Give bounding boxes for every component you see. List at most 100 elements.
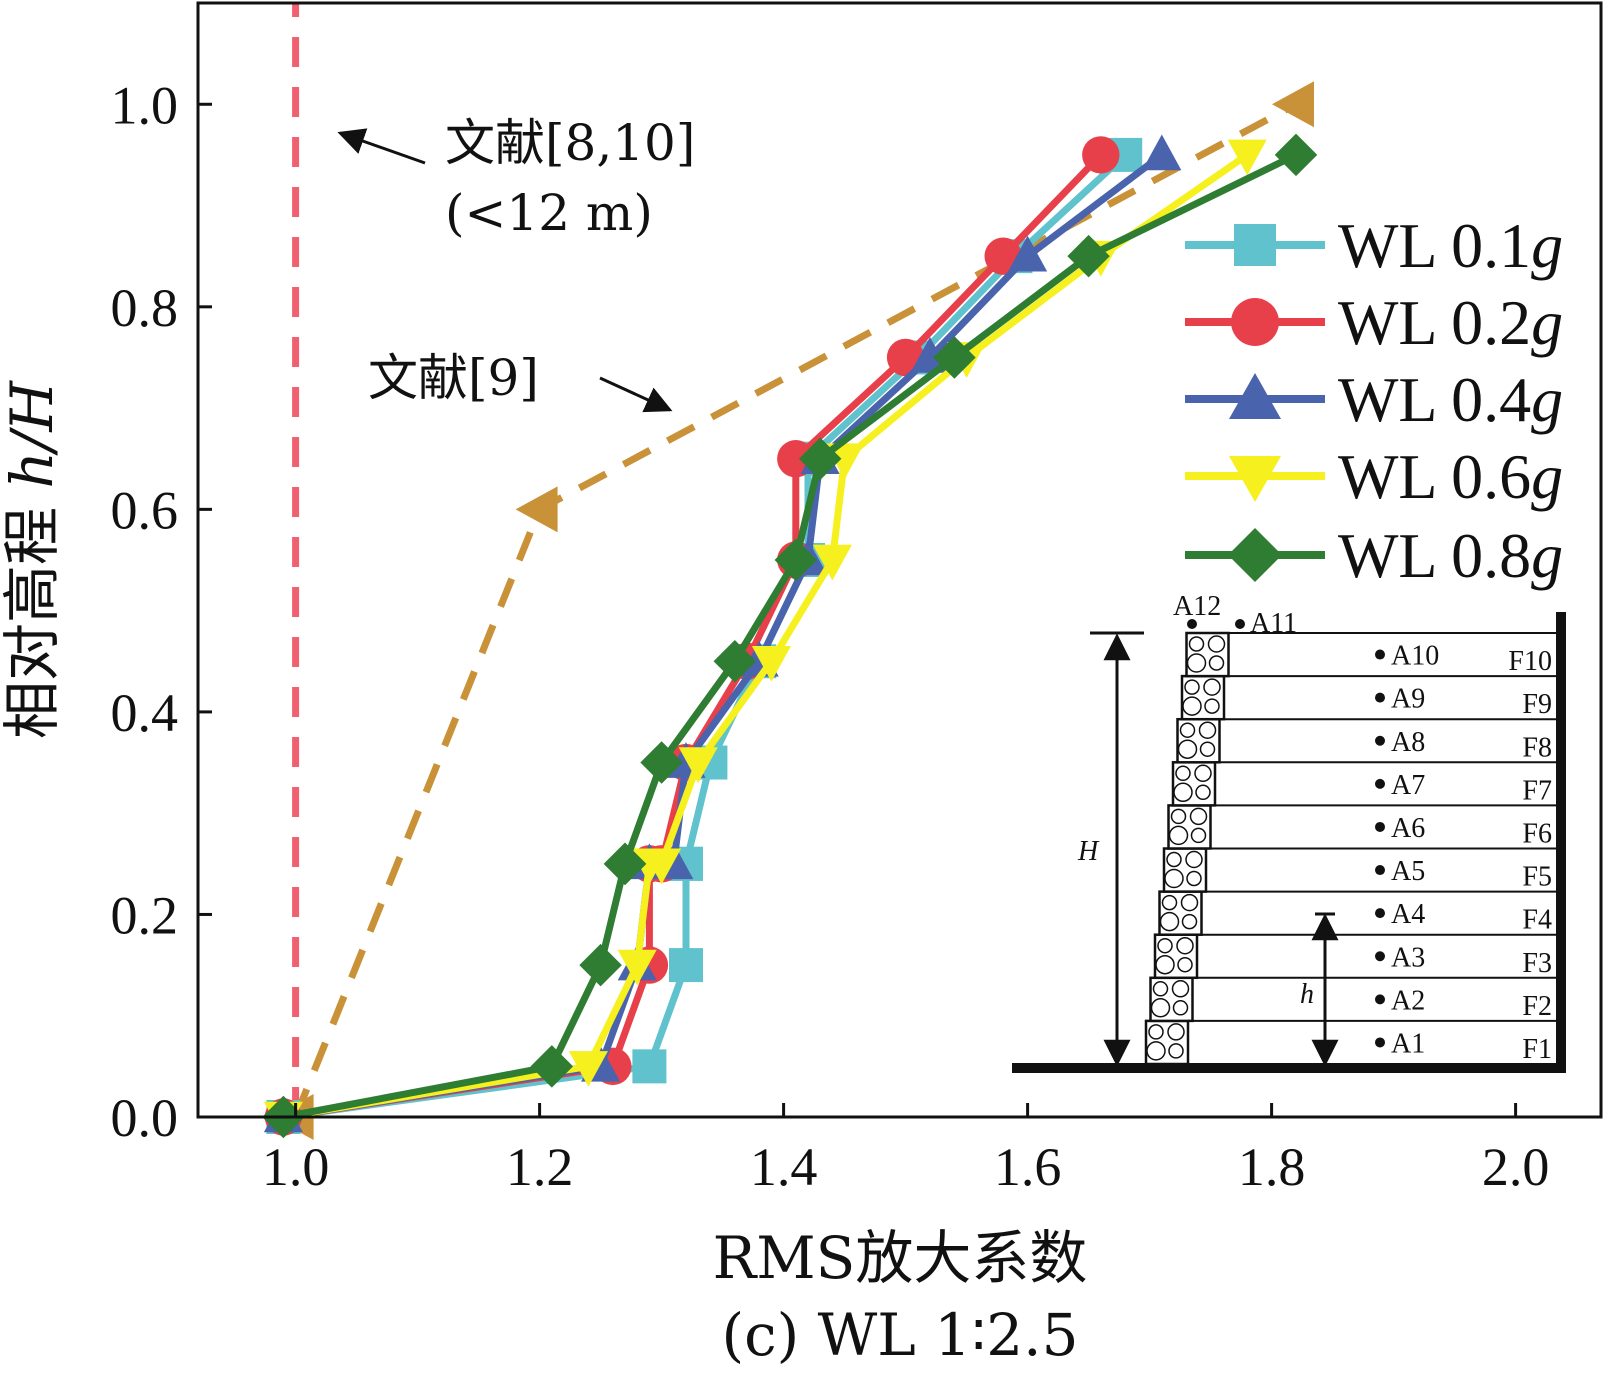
y-tick-label: 1.0 (111, 75, 179, 135)
reference-ref9-point (1272, 81, 1314, 128)
inset-accelerometer-dot (1375, 649, 1385, 660)
svg-text:WL 0.2g: WL 0.2g (1338, 287, 1563, 358)
y-tick-label: 0.0 (111, 1088, 179, 1148)
inset-rubble-stone (1152, 981, 1169, 997)
y-tick-label: 0.2 (111, 885, 179, 945)
inset-accelerometer-label: A5 (1391, 856, 1425, 887)
data-point (798, 437, 842, 480)
series-wl-0-1g (266, 137, 1143, 1134)
inset-rubble-stone (1185, 850, 1203, 869)
data-point (774, 538, 818, 582)
inset-layer-label: F10 (1508, 646, 1552, 677)
inset-block-stack (1144, 631, 1230, 1066)
data-point (568, 1051, 608, 1087)
inset-accelerometer-dot (1375, 692, 1385, 703)
inset-accelerometer-label: A2 (1391, 985, 1425, 1016)
data-point (1067, 234, 1110, 278)
inset-rubble-stone (1208, 655, 1225, 671)
data-point (669, 948, 703, 983)
y-axis-title: 相对高程 h/H (0, 380, 66, 739)
x-tick-label: 2.0 (1482, 1137, 1550, 1197)
inset-rubble-stone (1175, 765, 1191, 782)
inset-accelerometer-label: A9 (1391, 684, 1425, 715)
inset-rubble-stone (1199, 741, 1216, 757)
inset-rubble-stone (1180, 893, 1199, 912)
inset-rubble-stone (1168, 1043, 1184, 1059)
annotation-ref9: 文献[9] (368, 349, 673, 413)
inset-layer-label: F7 (1522, 775, 1552, 806)
inset-accelerometer-label: A12 (1173, 591, 1221, 622)
plot-frame (196, 1, 1603, 1119)
x-tick-label: 1.2 (506, 1137, 574, 1197)
svg-text:WL 0.6g: WL 0.6g (1338, 441, 1563, 512)
inset-layer-label: F9 (1522, 689, 1552, 720)
inset-rubble-stone (1168, 825, 1189, 846)
inset-layer-label: F1 (1522, 1034, 1552, 1065)
inset-accelerometer-label: A11 (1250, 608, 1297, 639)
inset-accelerometer-dot (1187, 619, 1197, 629)
series-wl-0-4g (263, 134, 1182, 1133)
inset-accelerometer-label: A10 (1391, 641, 1439, 672)
inset-rubble-stone (1179, 722, 1196, 738)
data-point (579, 943, 622, 987)
inset-rubble-stone (1166, 851, 1182, 868)
annotation-ref9-label: 文献[9] (368, 349, 539, 407)
legend-item-wl01: WL 0.1g (1185, 210, 1563, 281)
inset-rubble-stone (1186, 870, 1202, 887)
y-tick-label: 0.4 (111, 683, 179, 743)
y-tick-label: 0.8 (111, 278, 179, 338)
inset-h-label: h (1300, 979, 1314, 1010)
inset-rubble-stone (1189, 807, 1208, 826)
inset-rubble-stone (1184, 679, 1200, 695)
data-point (1227, 139, 1267, 176)
legend-marker-triangle-down (1229, 456, 1281, 502)
legend-item-wl08: WL 0.8g (1185, 520, 1563, 591)
figure-caption: (c) WL 1∶2.5 (722, 1301, 1079, 1369)
legend: WL 0.1g WL 0.2g WL 0.4g WL 0.6g WL 0.8g (1185, 210, 1563, 591)
inset-rubble-stone (1173, 782, 1193, 803)
data-point (617, 949, 657, 986)
inset-accelerometer-label: A4 (1391, 899, 1425, 930)
inset-accelerometer-label: A7 (1391, 770, 1425, 801)
svg-text:WL 0.1g: WL 0.1g (1338, 210, 1563, 281)
inset-accelerometer-dot (1375, 778, 1385, 789)
series-line (282, 152, 1250, 1121)
inset-rubble-stone (1203, 678, 1221, 696)
legend-marker-diamond (1228, 528, 1282, 582)
annotation-ref810-arrow (337, 128, 426, 165)
slope-model-inset: A1 A2 A3 A4 A5 A6 A7 A8 A9 A10 A11 A12 F1 F2 F3 F4 F5 F6… (1012, 591, 1566, 1073)
data-point (1008, 235, 1048, 272)
annotation-ref9-arrow (599, 376, 673, 413)
inset-accelerometer-dot (1375, 735, 1385, 746)
inset-rubble-stone (1182, 696, 1202, 716)
inset-rubble-stone (1167, 1023, 1185, 1041)
legend-item-wl04: WL 0.4g (1185, 364, 1563, 435)
inset-rubble-stone (1190, 827, 1207, 844)
inset-rubble-stone (1172, 1000, 1189, 1016)
inset-rubble-stone (1194, 764, 1212, 783)
inset-layer-label: F3 (1522, 948, 1552, 979)
inset-rubble-stone (1157, 937, 1173, 954)
inset-layer-rules (1188, 632, 1556, 1022)
x-axis-title: RMS放大系数 (713, 1224, 1088, 1292)
inset-rubble-stone (1170, 808, 1187, 825)
inset-accelerometer-label: A6 (1391, 813, 1425, 844)
data-point (642, 848, 682, 885)
data-point (1274, 133, 1318, 177)
inset-rubble-stone (1176, 936, 1194, 955)
series-wl-0-8g (262, 133, 1318, 1139)
legend-marker-square (1234, 224, 1276, 266)
inset-rubble-stone (1186, 653, 1207, 673)
reference-line-ref9 (292, 101, 1298, 1119)
inset-accelerometer-dot (1375, 821, 1385, 832)
inset-accelerometer-label: A3 (1391, 942, 1425, 973)
inset-accelerometer-dot (1235, 619, 1245, 629)
inset-accelerometer-label: A8 (1391, 727, 1425, 758)
data-point (713, 640, 757, 683)
data-point (933, 336, 976, 379)
data-point (1142, 134, 1182, 171)
annotation-ref810-line2: (<12 m) (445, 184, 653, 242)
series-line (282, 152, 1128, 1121)
x-tick-label: 1.6 (994, 1137, 1062, 1197)
tick-layer: 1.0 1.2 1.4 1.6 1.8 2.0 0.0 0.2 0.4 0.6 0.8 1.0 (111, 75, 1550, 1197)
